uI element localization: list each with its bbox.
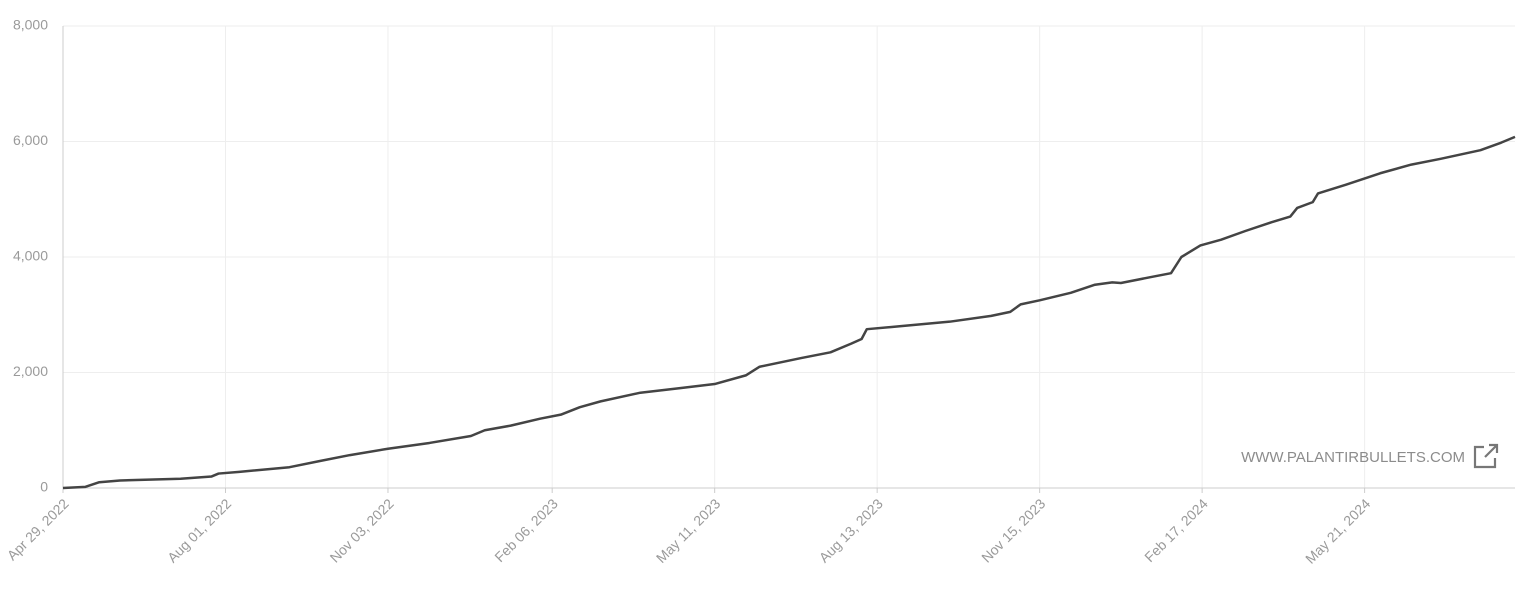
icon-arrow: [1484, 443, 1499, 458]
y-tick-label: 8,000: [13, 17, 48, 33]
y-tick-label: 0: [40, 479, 48, 495]
external-link-icon[interactable]: [1473, 443, 1499, 469]
x-tick-label: Aug 13, 2023: [816, 495, 886, 565]
x-tick-label: Feb 06, 2023: [491, 495, 561, 565]
x-tick-label: May 11, 2023: [653, 495, 724, 566]
x-tick-label: Aug 01, 2022: [164, 495, 234, 565]
icon-box: [1473, 445, 1497, 469]
x-tick-label: Feb 17, 2024: [1141, 495, 1211, 565]
watermark: WWW.PALANTIRBULLETS.COM: [1241, 449, 1465, 466]
x-tick-label: May 21, 2024: [1302, 495, 1373, 566]
y-tick-label: 2,000: [13, 363, 48, 379]
x-tick-label: Apr 29, 2022: [4, 495, 72, 563]
x-tick-label: Nov 03, 2022: [326, 495, 396, 565]
y-tick-label: 4,000: [13, 248, 48, 264]
y-tick-label: 6,000: [13, 132, 48, 148]
plot: 0 2,000 4,000 6,000 8,000 Apr 29, 2022 Aug 01,…: [4, 17, 1516, 567]
data-line: [62, 135, 1516, 490]
x-tick-label: Nov 15, 2023: [978, 495, 1048, 565]
